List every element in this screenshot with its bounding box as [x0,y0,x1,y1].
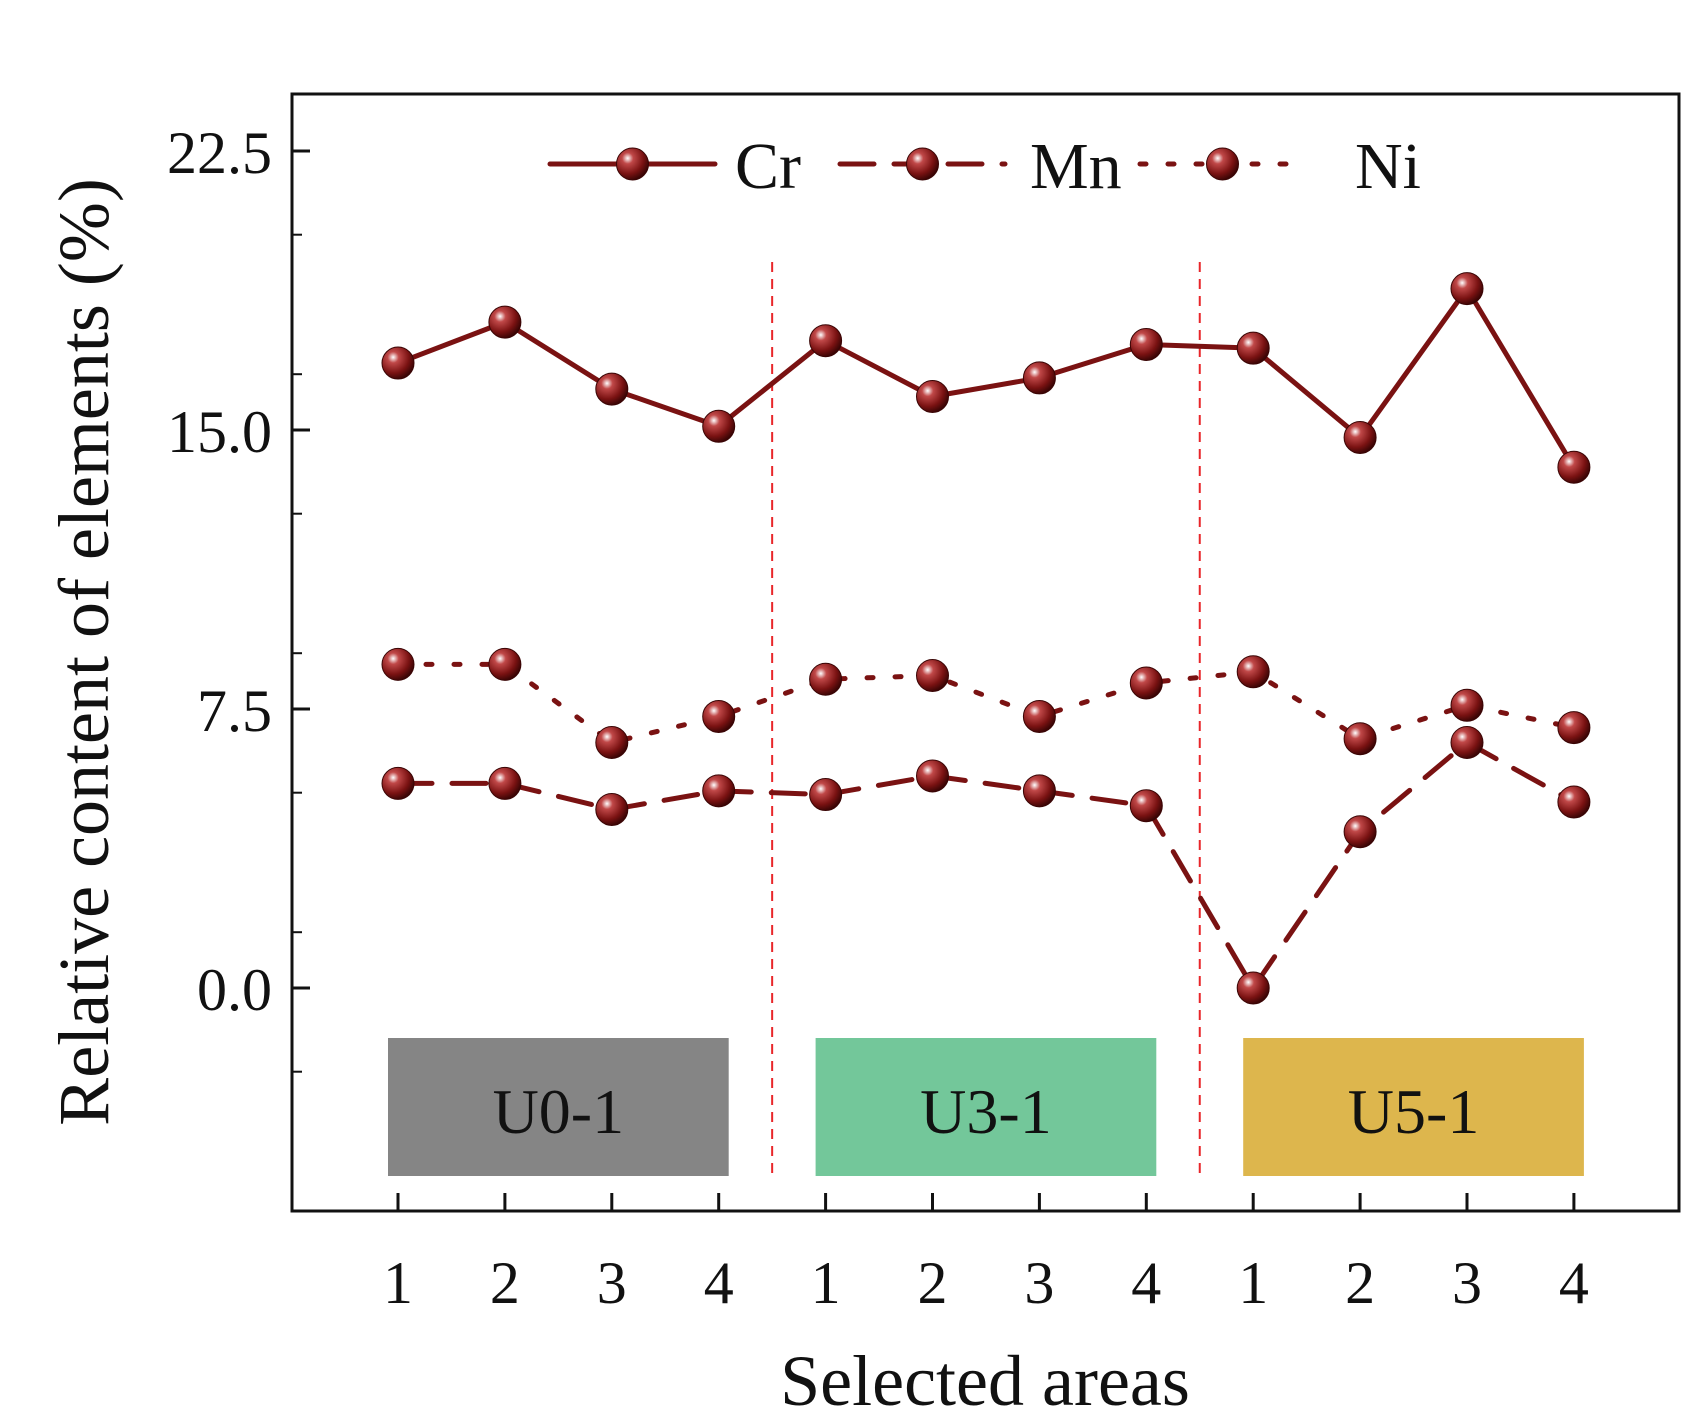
x-tick-label: 1 [1238,1250,1268,1316]
data-point-cr [1022,361,1056,395]
data-point-mn [381,766,415,800]
data-point-cr [702,409,736,443]
x-axis-label: Selected areas [780,1341,1190,1418]
x-tick-label: 1 [811,1250,841,1316]
legend-label: Mn [1030,130,1122,203]
data-point-ni [1022,699,1056,733]
x-tick-label: 4 [1559,1250,1589,1316]
series-line-ni [395,661,1577,745]
data-point-cr [809,324,843,358]
data-point-mn [916,759,949,793]
data-point-ni [1236,655,1270,689]
data-point-cr [1450,272,1484,306]
y-tick-label: 7.5 [197,678,272,744]
data-point-mn [1343,815,1377,849]
y-tick-label: 22.5 [167,120,272,186]
x-tick-label: 2 [490,1250,520,1316]
data-point-cr [1129,327,1163,361]
y-tick-label: 15.0 [167,399,272,465]
data-point-ni [1343,722,1377,756]
group-box [1243,1038,1584,1176]
group-box [815,1038,1157,1176]
data-point-cr [488,305,522,339]
data-point-mn [1129,789,1163,823]
series-line-mn [395,739,1577,991]
x-tick-label: 3 [597,1250,627,1316]
x-tick-label: 4 [704,1250,734,1316]
data-point-ni [595,725,629,759]
data-point-cr [1557,450,1591,484]
x-tick-label: 4 [1131,1250,1161,1316]
data-point-ni [381,647,415,681]
x-tick-label: 1 [383,1250,413,1316]
x-tick-label: 3 [1452,1250,1482,1316]
data-point-cr [595,372,629,406]
data-point-ni [809,662,843,696]
legend-marker-cr [616,147,649,181]
legend-marker-mn [906,147,939,181]
data-point-ni [1129,666,1163,700]
series-line-cr [395,286,1577,470]
group-box [388,1038,729,1176]
legend-marker-ni [1206,147,1239,181]
data-point-mn [1450,725,1484,759]
data-point-cr [916,380,949,414]
group-label: U0-1 [493,1076,625,1147]
data-point-ni [702,699,736,733]
y-tick-label: 0.0 [197,957,272,1023]
data-point-ni [1557,711,1591,745]
data-point-ni [488,647,522,681]
data-point-cr [1236,331,1270,365]
data-point-mn [702,774,736,808]
data-point-ni [1450,688,1484,722]
data-point-cr [1343,420,1377,454]
group-label: U3-1 [920,1076,1052,1147]
x-tick-label: 3 [1024,1250,1054,1316]
data-point-ni [916,659,949,693]
data-point-mn [1236,971,1270,1005]
legend-label: Cr [735,130,801,203]
data-point-mn [1557,785,1591,819]
data-point-mn [809,778,843,812]
y-axis-label: Relative content of elements (%) [44,178,124,1126]
x-tick-label: 2 [918,1250,948,1316]
data-point-mn [1022,774,1056,808]
group-label: U5-1 [1348,1076,1480,1147]
legend-label: Ni [1355,130,1421,203]
data-point-cr [381,346,415,380]
data-point-mn [595,792,629,826]
x-tick-label: 2 [1345,1250,1375,1316]
data-point-mn [488,766,522,800]
